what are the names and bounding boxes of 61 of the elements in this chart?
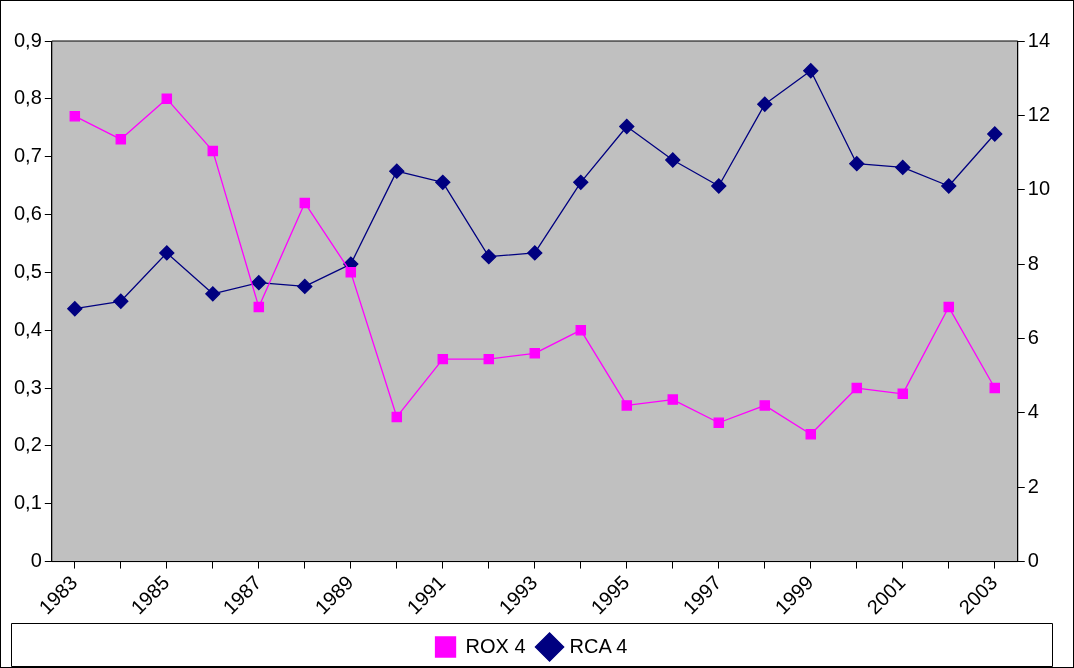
point — [665, 152, 681, 168]
point — [989, 382, 1000, 394]
point — [253, 301, 265, 313]
legend-label: ROX 4 — [465, 634, 526, 657]
point — [803, 63, 819, 79]
point — [527, 245, 543, 261]
point — [849, 156, 865, 172]
point — [667, 394, 679, 405]
point — [483, 353, 495, 365]
point — [161, 93, 173, 105]
point — [391, 411, 403, 423]
y2-tick-label: 0 — [1027, 549, 1039, 572]
y2-tick-label: 2 — [1027, 474, 1039, 497]
y-tick-label: 0,7 — [13, 144, 42, 167]
y-tick-label: 0,4 — [13, 317, 42, 340]
point — [621, 400, 633, 411]
point — [805, 429, 817, 440]
legend-label: RCA 4 — [569, 634, 628, 657]
point — [159, 245, 175, 261]
point — [895, 159, 911, 176]
point — [345, 267, 357, 278]
point — [205, 286, 221, 302]
point — [207, 145, 219, 157]
y2-tick-label: 10 — [1027, 177, 1050, 200]
point — [943, 301, 954, 313]
point — [619, 118, 635, 135]
point — [435, 174, 451, 190]
point — [297, 278, 313, 295]
y-tick-label: 0,1 — [13, 491, 42, 514]
y-tick-label: 0,8 — [13, 86, 42, 109]
point — [987, 126, 1003, 142]
y-tick-label: 0 — [30, 549, 42, 572]
point — [897, 388, 909, 400]
point — [67, 301, 83, 317]
y2-tick-label: 14 — [1027, 28, 1050, 51]
y2-tick-label: 12 — [1027, 102, 1050, 125]
point — [115, 134, 127, 145]
point — [575, 324, 587, 336]
y-tick-label: 0,2 — [13, 433, 42, 456]
point — [851, 382, 863, 394]
point — [299, 197, 311, 209]
point — [529, 348, 541, 359]
point — [481, 249, 497, 265]
point — [711, 178, 727, 194]
point — [389, 163, 405, 179]
y2-tick-label: 6 — [1027, 325, 1039, 348]
y-tick-label: 0,9 — [13, 28, 42, 51]
y-tick-label: 0,5 — [13, 259, 42, 282]
point — [757, 96, 773, 112]
point — [113, 293, 129, 309]
point — [251, 275, 267, 291]
point — [713, 417, 725, 428]
point — [573, 174, 589, 190]
y-tick-label: 0,6 — [13, 202, 42, 225]
y2-tick-label: 8 — [1027, 251, 1039, 274]
point — [759, 400, 771, 411]
point — [437, 353, 449, 365]
y-tick-label: 0,3 — [13, 375, 42, 398]
y2-tick-label: 4 — [1027, 400, 1039, 423]
point — [941, 178, 957, 194]
point — [69, 110, 81, 122]
